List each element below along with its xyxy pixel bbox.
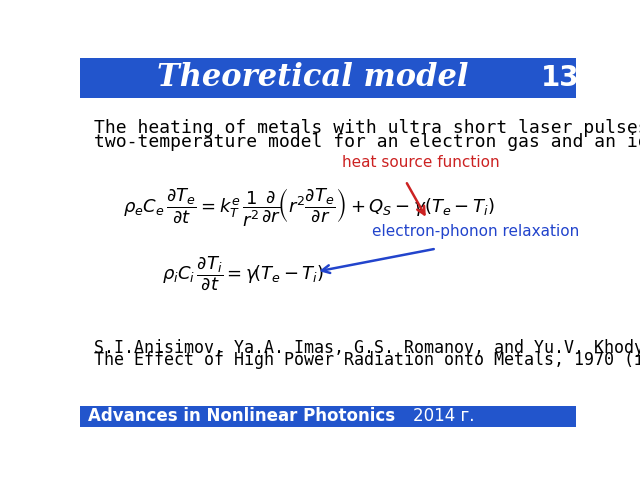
Text: Advances in Nonlinear Photonics: Advances in Nonlinear Photonics xyxy=(88,408,395,425)
Text: $\rho_e C_e \, \dfrac{\partial T_e}{\partial t} = k_T^e \, \dfrac{1}{r^2}\dfrac{: $\rho_e C_e \, \dfrac{\partial T_e}{\par… xyxy=(123,187,495,229)
Text: Theoretical model: Theoretical model xyxy=(157,62,468,93)
Text: 2014 г.: 2014 г. xyxy=(413,408,475,425)
Text: heat source function: heat source function xyxy=(342,155,500,170)
Text: The Effect of High Power Radiation onto Metals, 1970 (in Russian).: The Effect of High Power Radiation onto … xyxy=(94,351,640,369)
Text: The heating of metals with ultra short laser pulses is described by a: The heating of metals with ultra short l… xyxy=(94,119,640,137)
Bar xyxy=(80,58,576,97)
Text: 13: 13 xyxy=(541,64,580,92)
Bar xyxy=(80,406,576,427)
Text: electron-phonon relaxation: electron-phonon relaxation xyxy=(372,224,579,240)
Text: $\rho_i C_i \, \dfrac{\partial T_i}{\partial t} = \gamma\!\left(T_e - T_i\right): $\rho_i C_i \, \dfrac{\partial T_i}{\par… xyxy=(162,254,324,292)
Text: S.I.Anisimov, Ya.A. Imas, G.S. Romanov, and Yu.V. Khodyko.: S.I.Anisimov, Ya.A. Imas, G.S. Romanov, … xyxy=(94,339,640,357)
Text: two-temperature model for an electron gas and an ionic lattice:: two-temperature model for an electron ga… xyxy=(94,133,640,151)
